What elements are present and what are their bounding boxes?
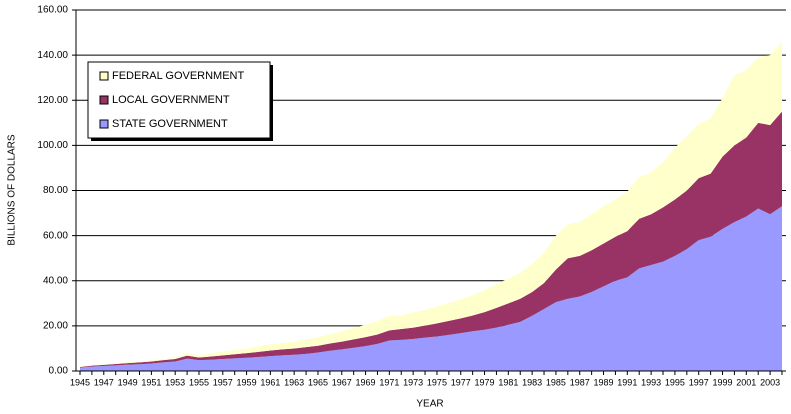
x-tick-label: 1975	[427, 377, 447, 387]
area	[80, 206, 782, 371]
area	[80, 111, 782, 368]
x-tick-label: 1963	[284, 377, 304, 387]
y-tick-label: 100.00	[37, 140, 68, 151]
x-tick-label: 1961	[260, 377, 280, 387]
y-axis-label: BILLIONS OF DOLLARS	[7, 134, 18, 245]
x-tick-label: 1993	[641, 377, 661, 387]
y-tick-label: 60.00	[43, 230, 68, 241]
area	[80, 41, 782, 367]
x-tick-label: 1969	[356, 377, 376, 387]
legend-swatch	[99, 119, 109, 129]
x-tick-label: 1999	[712, 377, 732, 387]
x-tick-label: 2003	[760, 377, 780, 387]
x-tick-label: 1957	[213, 377, 233, 387]
x-tick-label: 1985	[546, 377, 566, 387]
x-tick-label: 1945	[70, 377, 90, 387]
y-tick-label: 120.00	[37, 95, 68, 106]
x-tick-label: 1987	[570, 377, 590, 387]
x-tick-label: 1983	[522, 377, 542, 387]
x-tick-label: 1997	[689, 377, 709, 387]
legend	[87, 61, 271, 139]
x-tick-label: 1959	[237, 377, 257, 387]
x-tick-label: 1989	[594, 377, 614, 387]
x-tick-label: 2001	[736, 377, 756, 387]
x-tick-label: 1977	[451, 377, 471, 387]
x-tick-label: 1953	[165, 377, 185, 387]
legend-swatch	[99, 71, 109, 81]
x-tick-label: 1967	[332, 377, 352, 387]
x-tick-label: 1995	[665, 377, 685, 387]
x-tick-label: 1979	[475, 377, 495, 387]
y-tick-label: 80.00	[43, 185, 68, 196]
x-tick-label: 1991	[617, 377, 637, 387]
legend-swatch	[99, 95, 109, 105]
x-tick-label: 1949	[118, 377, 138, 387]
y-tick-label: 140.00	[37, 50, 68, 61]
x-tick-label: 1981	[498, 377, 518, 387]
x-tick-label: 1955	[189, 377, 209, 387]
legend-label: STATE GOVERNMENT	[112, 118, 228, 130]
legend-label: LOCAL GOVERNMENT	[112, 94, 230, 106]
x-axis-label: YEAR	[416, 399, 443, 410]
y-tick-label: 20.00	[43, 321, 68, 332]
x-tick-label: 1971	[379, 377, 399, 387]
y-tick-label: 40.00	[43, 275, 68, 286]
legend-label: FEDERAL GOVERNMENT	[112, 70, 245, 82]
x-tick-label: 1947	[94, 377, 114, 387]
x-tick-label: 1965	[308, 377, 328, 387]
x-tick-label: 1973	[403, 377, 423, 387]
y-tick-label: 0.00	[49, 366, 69, 377]
x-tick-label: 1951	[141, 377, 161, 387]
y-tick-label: 160.00	[37, 5, 68, 16]
